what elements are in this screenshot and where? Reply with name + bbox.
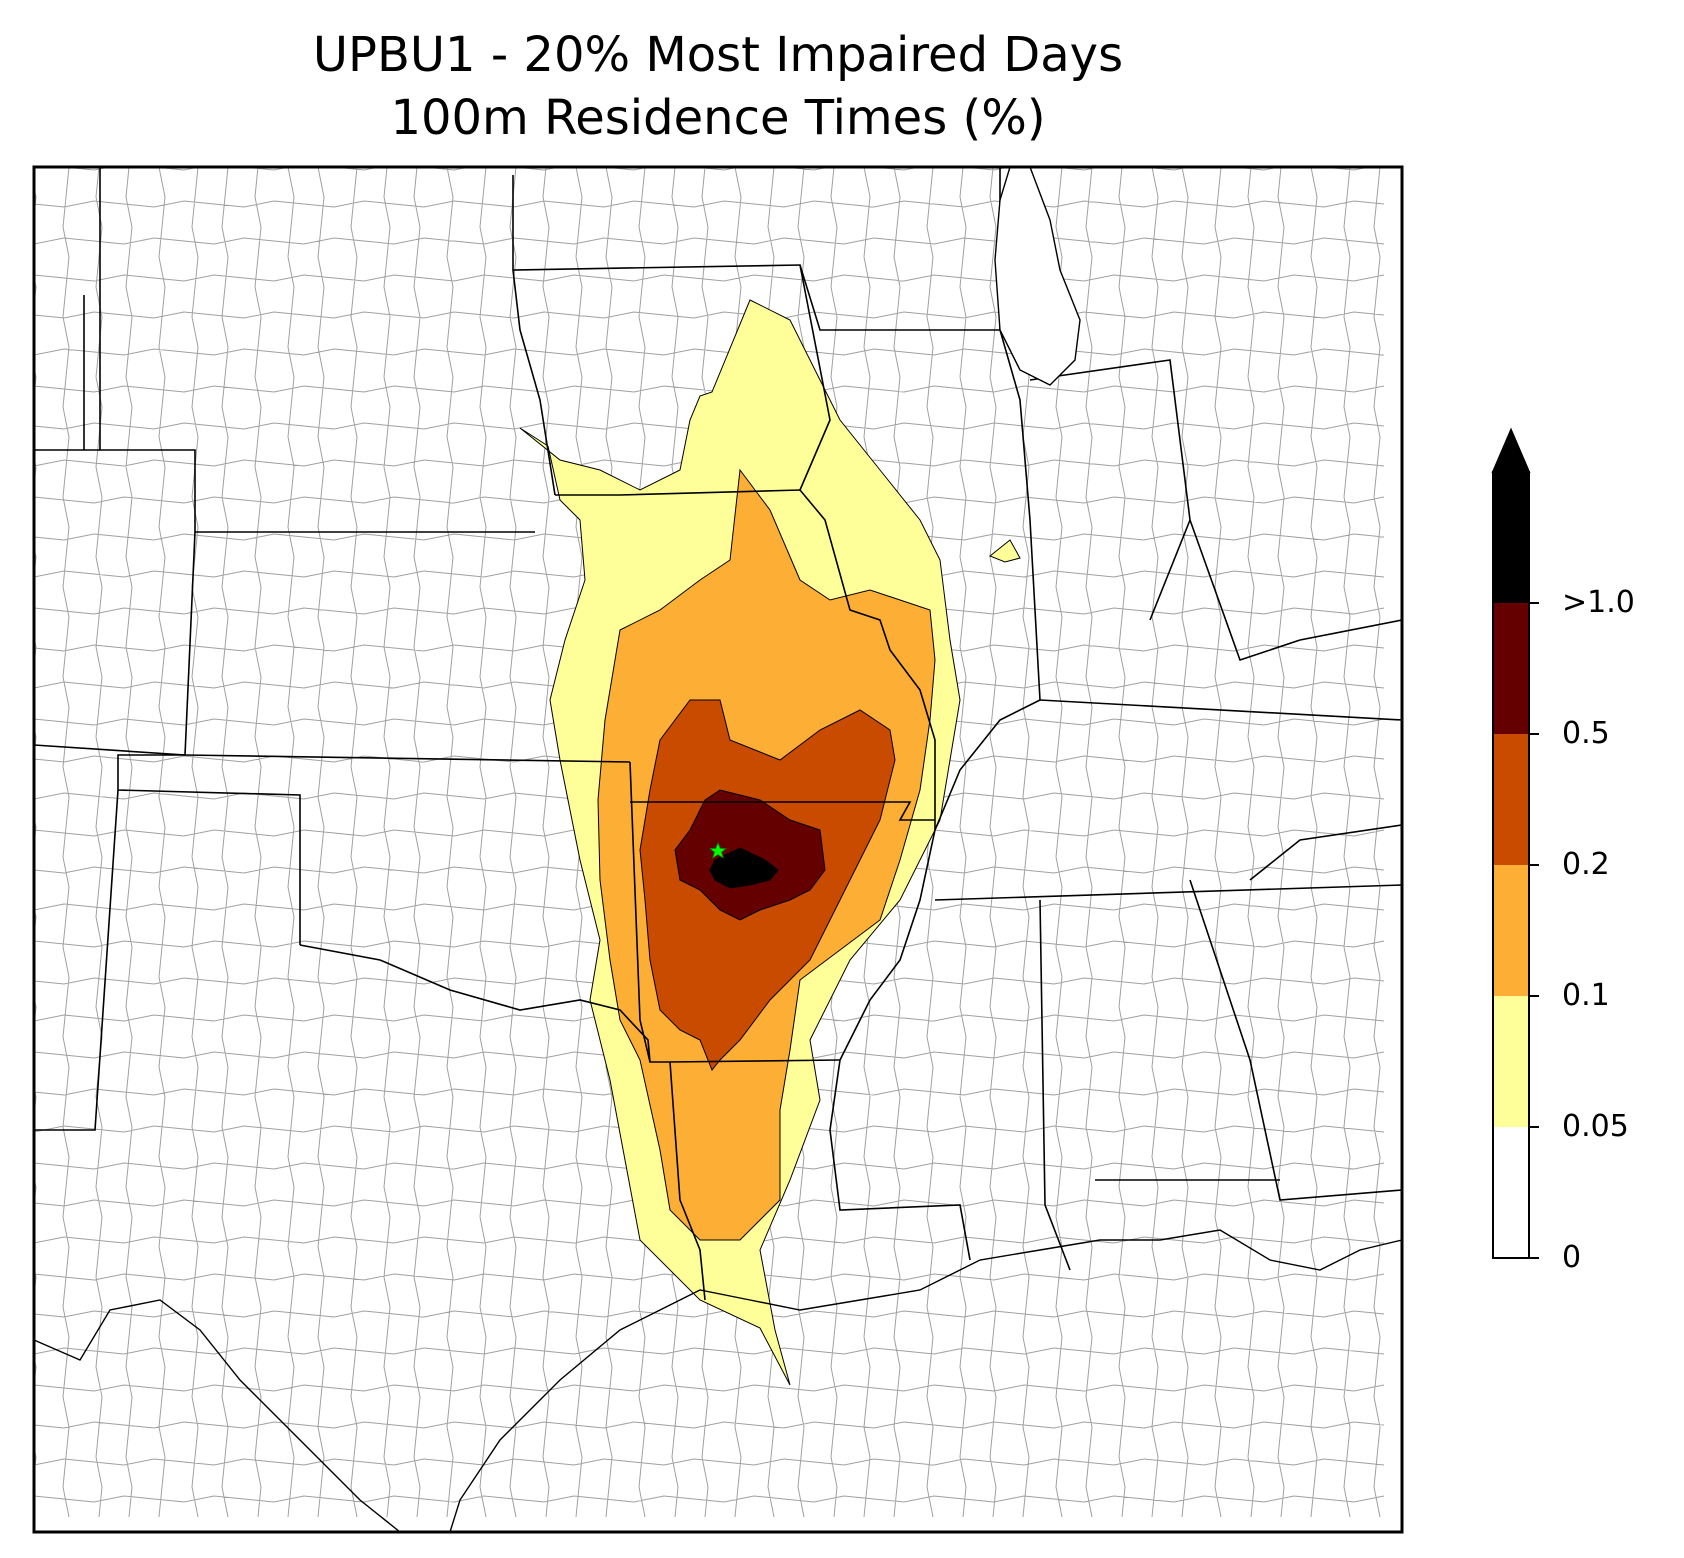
colorbar-tick-label: 0.1 (1562, 978, 1610, 1013)
contour-0.05-island (989, 539, 1021, 563)
map-frame (32, 165, 1404, 1534)
contour-layers (519, 299, 1021, 1386)
colorbar-tick-label: 0.05 (1562, 1109, 1629, 1144)
title-line-1: UPBU1 - 20% Most Impaired Days (312, 27, 1124, 83)
colorbar-tick-label: 0.5 (1562, 716, 1610, 751)
colorbar-segment (1493, 996, 1529, 1127)
colorbar-tick-label: >1.0 (1562, 585, 1635, 620)
coastlines (34, 167, 1402, 1532)
title-line-2: 100m Residence Times (%) (390, 90, 1046, 146)
state-borders (34, 167, 1402, 1301)
colorbar-segment (1493, 472, 1529, 603)
colorbar-tick-label: 0.2 (1562, 847, 1610, 882)
colorbar-segment (1493, 865, 1529, 996)
colorbar-segment (1493, 603, 1529, 734)
contour-1.0 (709, 847, 779, 889)
map-area (34, 167, 1402, 1532)
colorbar-segment (1493, 1127, 1529, 1258)
colorbar-segment (1493, 734, 1529, 865)
colorbar (1491, 427, 1539, 1259)
colorbar-extend-arrow (1491, 427, 1531, 473)
colorbar-tick-label: 0 (1562, 1240, 1582, 1275)
star-icon (708, 841, 728, 859)
